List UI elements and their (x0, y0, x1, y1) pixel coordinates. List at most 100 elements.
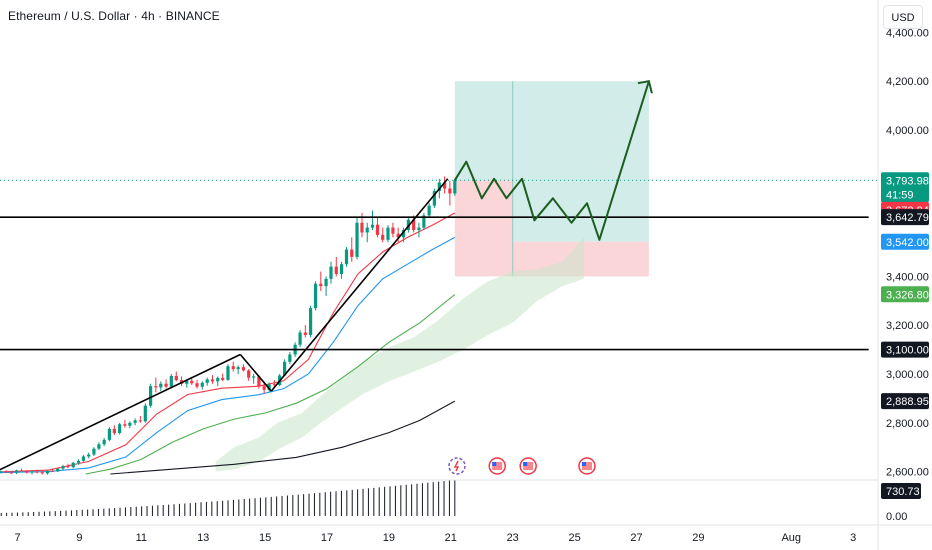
candle-body (9, 472, 13, 474)
candle-body (71, 462, 75, 468)
candle-body (437, 182, 441, 191)
candle-body (298, 332, 302, 345)
candle-body (185, 380, 189, 384)
candle-body (334, 266, 338, 274)
candle-body (319, 283, 323, 287)
price-badge (881, 233, 929, 250)
candle-body (112, 428, 116, 434)
us-flag-icon (492, 462, 497, 466)
candle-body (174, 375, 178, 381)
candle-body (396, 233, 400, 238)
candle-body (375, 224, 380, 235)
candle-body (282, 361, 287, 376)
price-badge-countdown: 41:59 (886, 189, 914, 201)
price-tick-label: 3,000.00 (886, 369, 929, 381)
candle-body (133, 420, 137, 423)
candle-body (453, 180, 457, 194)
candle-body (355, 222, 359, 257)
price-tick-label: 4,000.00 (886, 125, 929, 137)
candle-body (159, 383, 163, 388)
candle-body (205, 379, 209, 383)
candle-body (45, 470, 50, 474)
price-tick-label: 4,400.00 (886, 27, 929, 39)
candle-body (76, 460, 81, 463)
candle-body (443, 182, 447, 189)
candle-body (30, 471, 34, 473)
candle-body (288, 354, 292, 362)
candle-body (4, 471, 8, 473)
candle-body (25, 470, 29, 473)
time-tick-label: 25 (568, 532, 580, 544)
candle-body (313, 283, 318, 309)
moving-average-1 (0, 212, 456, 473)
candle-body (308, 308, 313, 335)
target-zone (454, 81, 649, 181)
price-tick-label: 2,800.00 (886, 418, 929, 430)
moving-average-2 (0, 236, 456, 474)
price-badge (881, 209, 929, 226)
candle-body (391, 227, 395, 234)
candle-body (350, 249, 354, 257)
candle-body (154, 386, 158, 388)
candle-body (339, 264, 344, 274)
moving-average-4 (110, 400, 456, 475)
price-badge-label: 3,793.98 (886, 175, 929, 187)
time-tick-label: 29 (692, 532, 704, 544)
candle-body (267, 384, 271, 390)
candle-body (14, 470, 19, 473)
candle-body (66, 466, 70, 468)
candle-body (56, 468, 60, 472)
time-tick-label: 19 (383, 532, 395, 544)
price-badge (881, 341, 929, 358)
candle-body (427, 205, 431, 216)
candle-body (40, 472, 44, 474)
candle-body (61, 466, 65, 469)
time-tick-label: 7 (14, 532, 20, 544)
time-tick-label: 15 (259, 532, 271, 544)
candle-body (226, 366, 230, 380)
currency-button[interactable]: USD (883, 5, 923, 29)
candle-body (107, 428, 112, 440)
candle-body (102, 439, 106, 445)
time-tick-label: 3 (850, 532, 856, 544)
chart-title: Ethereum / U.S. Dollar · 4h · BINANCE (8, 9, 220, 23)
us-flag-icon (523, 462, 528, 466)
candle-body (417, 227, 421, 231)
time-tick-label: 27 (630, 532, 642, 544)
candle-body (92, 448, 96, 455)
time-tick-label: 17 (321, 532, 333, 544)
candle-body (50, 470, 55, 472)
price-badge-label: 3,542.00 (886, 237, 929, 249)
time-tick-label: 13 (197, 532, 209, 544)
price-tick-label: 3,400.00 (886, 271, 929, 283)
price-badge (881, 172, 929, 203)
time-tick-label: 23 (507, 532, 519, 544)
candle-body (19, 470, 24, 472)
candle-body (164, 383, 168, 387)
candle-body (169, 375, 173, 387)
time-tick-label: 11 (136, 532, 147, 544)
candle-body (97, 444, 101, 449)
candle-body (370, 224, 375, 228)
candle-body (432, 191, 436, 206)
candle-body (329, 266, 333, 279)
us-flag-icon (581, 462, 592, 470)
candle-body (216, 377, 220, 382)
candle-body (123, 424, 127, 426)
projection-arrowhead (637, 80, 653, 94)
us-flag-icon (523, 462, 534, 470)
candle-body (0, 471, 3, 473)
candle-body (190, 380, 194, 384)
candle-body (272, 384, 276, 386)
candle-body (401, 230, 406, 238)
candle-body (381, 234, 385, 240)
trendline-3 (270, 178, 449, 392)
volume-badge-label: 730.73 (886, 486, 920, 498)
candle-body (422, 215, 426, 228)
flash-event-icon (453, 460, 460, 472)
trendline-1 (0, 353, 241, 471)
candle-body (148, 386, 153, 406)
time-tick-label: 9 (76, 532, 82, 544)
candle-body (231, 366, 235, 370)
